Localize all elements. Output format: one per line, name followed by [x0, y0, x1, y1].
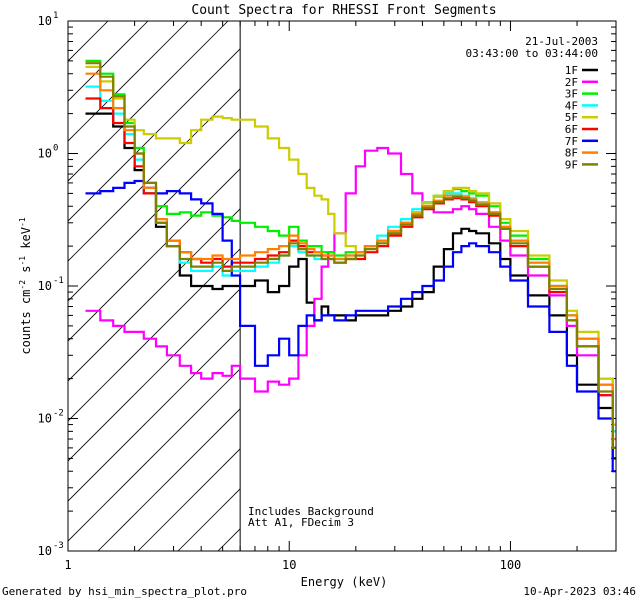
hatch-line	[338, 21, 640, 551]
legend-label-3F: 3F	[565, 88, 578, 101]
y-tick-exponent: 0	[53, 144, 58, 154]
annotation-text: Includes Background	[248, 505, 374, 518]
series-layer	[85, 59, 616, 473]
y-tick-label: 10	[38, 279, 52, 293]
hatch-line	[68, 21, 229, 182]
series-line-5F	[85, 65, 616, 426]
y-tick-label: 10	[38, 412, 52, 426]
y-axis-label-part: -2	[18, 280, 27, 290]
date-label: 21-Jul-2003	[525, 35, 598, 48]
series-line-6F	[85, 97, 616, 449]
y-tick-exponent: -1	[53, 276, 64, 286]
series-line-7F	[85, 179, 616, 473]
x-tick-label: 10	[282, 558, 296, 572]
y-tick-label: 10	[38, 147, 52, 161]
axis-ticks	[67, 21, 617, 552]
plot-frame	[67, 20, 617, 552]
legend-label-8F: 8F	[565, 147, 578, 160]
hatch-line	[68, 21, 189, 142]
hatch-line	[378, 21, 640, 551]
y-axis-label-part: -1	[18, 256, 27, 266]
y-tick-exponent: -2	[53, 409, 64, 419]
legend-label-4F: 4F	[565, 99, 578, 112]
hatch-line	[68, 368, 241, 542]
legend-label-7F: 7F	[565, 135, 578, 148]
x-tick-labels: 1 10 100	[64, 558, 521, 572]
hatch-line	[68, 21, 69, 22]
series-line-2F	[85, 146, 616, 449]
y-tick-exponent: 1	[53, 11, 58, 21]
hatch-line	[68, 21, 109, 62]
hatch-line	[97, 408, 241, 551]
footer-timestamp: 10-Apr-2023 03:46	[523, 585, 636, 598]
y-axis-label: counts cm-2 s-1 keV-1	[18, 217, 33, 354]
hatched-region	[68, 21, 640, 551]
y-tick-label: 10	[38, 544, 52, 558]
x-tick-label: 100	[500, 558, 522, 572]
hatch-line	[618, 21, 640, 551]
chart-title: Count Spectra for RHESSI Front Segments	[191, 3, 496, 18]
series-line-9F	[85, 62, 616, 449]
x-tick-label: 1	[64, 558, 71, 572]
x-axis-label: Energy (keV)	[301, 575, 388, 589]
footer-generated-by: Generated by hsi_min_spectra_plot.pro	[2, 585, 247, 598]
y-axis-label-part: s	[19, 266, 33, 280]
y-tick-exponent: -3	[53, 541, 64, 551]
legend-label-9F: 9F	[565, 158, 578, 171]
legend-label-2F: 2F	[565, 76, 578, 89]
hatch-line	[68, 208, 241, 382]
hatch-line	[68, 328, 241, 502]
hatch-line	[68, 88, 241, 262]
hatch-line	[137, 448, 241, 551]
time-range-label: 03:43:00 to 03:44:00	[466, 47, 598, 60]
y-axis-label-part: keV	[19, 227, 33, 256]
hatch-line	[258, 21, 640, 551]
legend-label-6F: 6F	[565, 123, 578, 136]
hatch-line	[68, 128, 241, 302]
hatch-line	[68, 48, 241, 222]
legend-label-5F: 5F	[565, 111, 578, 124]
series-line-1F	[85, 112, 616, 460]
annotation-text: Att A1, FDecim 3	[248, 516, 354, 529]
y-tick-label: 10	[38, 14, 52, 28]
y-axis-label-part: -1	[18, 217, 27, 227]
y-axis-label-part: counts cm	[19, 290, 33, 355]
legend-label-1F: 1F	[565, 64, 578, 77]
hatch-line	[298, 21, 640, 551]
hatch-line	[68, 168, 241, 342]
